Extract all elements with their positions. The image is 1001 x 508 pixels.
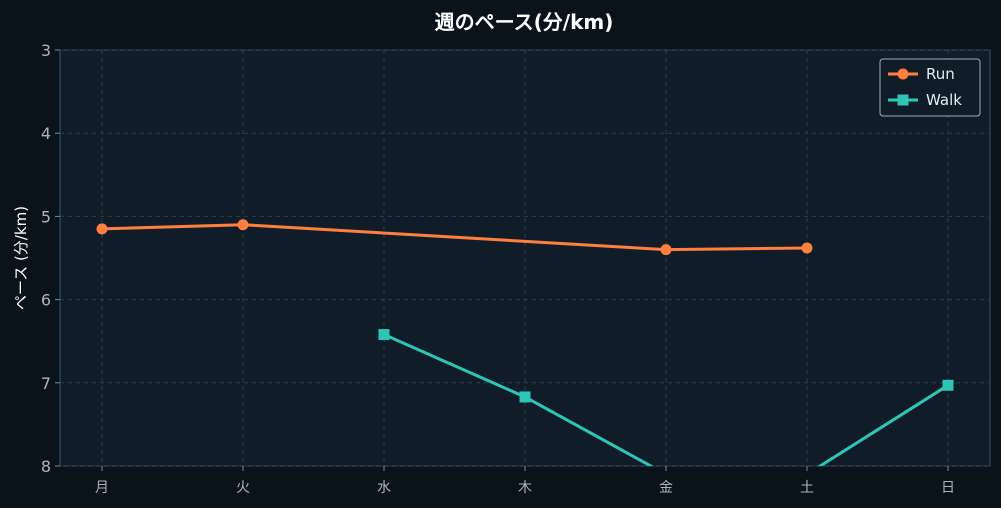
- chart-title: 週のペース(分/km): [435, 10, 614, 34]
- series-layer: [96, 219, 954, 466]
- run-data-point: [801, 242, 813, 254]
- x-axis-ticks: 月火水木金土日: [95, 466, 955, 496]
- x-tick-label: 木: [518, 480, 532, 496]
- y-tick-label: 8: [41, 457, 51, 476]
- y-tick-label: 4: [41, 124, 51, 143]
- legend: Run Walk: [879, 58, 981, 117]
- x-tick-label: 土: [800, 480, 814, 496]
- x-tick-label: 日: [941, 480, 955, 496]
- x-tick-label: 金: [659, 480, 673, 496]
- walk-series-line: [383, 333, 949, 466]
- walk-legend-marker: [897, 94, 909, 106]
- walk-data-point: [519, 391, 531, 403]
- y-tick-label: 5: [41, 207, 51, 226]
- run-data-point: [237, 219, 249, 231]
- x-tick-label: 水: [377, 480, 391, 496]
- y-tick-label: 3: [41, 41, 51, 60]
- y-axis-ticks: 3 4 5 6 7 8: [41, 41, 60, 476]
- walk-data-point: [378, 329, 390, 341]
- x-tick-label: 火: [236, 480, 250, 496]
- walk-data-point: [942, 379, 954, 391]
- run-data-point: [660, 244, 672, 256]
- y-tick-label: 7: [41, 374, 51, 393]
- run-legend-marker: [897, 68, 909, 80]
- run-series-line: [101, 223, 808, 252]
- walk-legend-label: Walk: [926, 91, 962, 109]
- run-legend-label: Run: [926, 65, 955, 83]
- y-axis-label: ペース (分/km): [12, 206, 30, 310]
- x-tick-label: 月: [95, 480, 109, 496]
- run-data-point: [96, 223, 108, 235]
- y-tick-label: 6: [41, 291, 51, 310]
